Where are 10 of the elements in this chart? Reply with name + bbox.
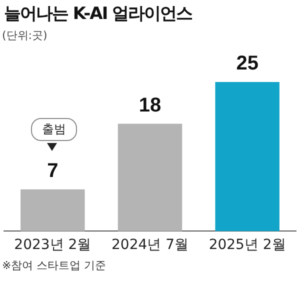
annotation: 출범	[31, 118, 77, 141]
data-label: 18	[138, 94, 162, 116]
x-tick-label: 2025년 2월	[208, 237, 286, 254]
x-tick-label: 2023년 2월	[14, 237, 92, 254]
chart-title: 늘어나는 K-AI 얼라이언스	[4, 3, 192, 25]
x-tick-label: 2024년 7월	[112, 237, 188, 254]
data-label: 25	[236, 52, 258, 75]
text: ※참여 스타트업 기준	[2, 258, 106, 273]
chart-subtitle: (단위:곳)	[2, 28, 48, 43]
data-label: 7	[47, 160, 58, 182]
